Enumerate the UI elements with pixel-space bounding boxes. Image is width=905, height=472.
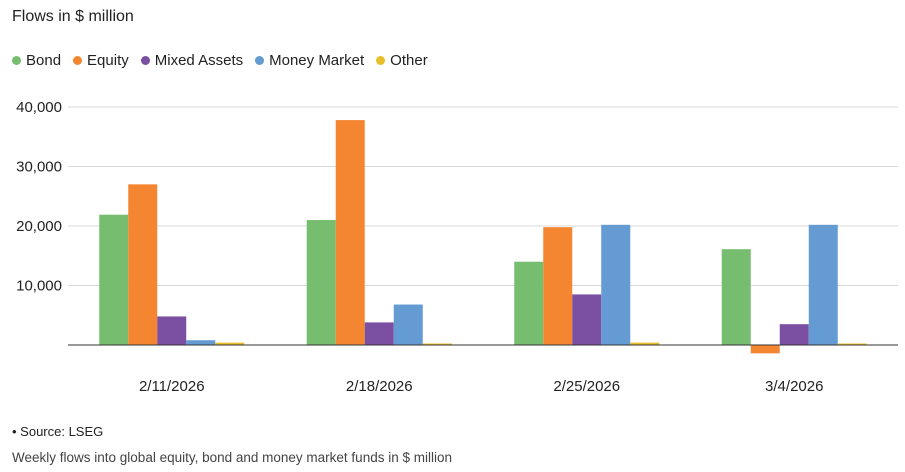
bar-chart: 10,000 20,000 30,000 40,000 2/11/2026 2/18/20…	[16, 99, 898, 395]
x-tick-label: 2/11/2026	[139, 378, 205, 395]
y-tick-label: 20,000	[16, 218, 62, 235]
bar-equity	[543, 227, 573, 345]
source-note: • Source: LSEG	[12, 424, 104, 439]
legend-swatch	[12, 56, 21, 65]
legend-item-equity: Equity	[73, 52, 129, 69]
bar-money-market	[186, 340, 216, 345]
bar-bond	[721, 249, 751, 345]
legend-label: Other	[390, 52, 428, 69]
legend-item-money-market: Money Market	[255, 52, 364, 69]
legend-swatch	[140, 56, 150, 65]
y-tick-label: 40,000	[16, 99, 62, 116]
bar-money-market	[808, 224, 838, 345]
bar-mixed-assets	[572, 294, 602, 345]
x-tick-label: 2/25/2026	[553, 378, 620, 395]
legend-swatch	[376, 56, 386, 65]
bar-equity	[750, 345, 780, 354]
x-tick-label: 2/18/2026	[346, 378, 413, 395]
bar-other	[422, 343, 452, 345]
bar-other	[837, 343, 867, 345]
legend-label: Money Market	[269, 52, 365, 69]
legend-swatch	[73, 56, 83, 65]
bar-equity	[335, 120, 365, 345]
x-tick-label: 3/4/2026	[765, 378, 823, 395]
chart-title: Flows in $ million	[12, 8, 134, 25]
legend-label: Equity	[87, 52, 129, 69]
chart-caption: Weekly flows into global equity, bond an…	[12, 450, 452, 465]
bar-mixed-assets	[779, 324, 809, 345]
bar-mixed-assets	[157, 316, 187, 345]
legend-swatch	[255, 56, 265, 65]
bar-bond	[306, 220, 336, 345]
bar-other	[630, 342, 660, 345]
bar-mixed-assets	[364, 322, 394, 345]
bar-bond	[99, 214, 129, 345]
bar-money-market	[393, 304, 423, 345]
legend-label: Mixed Assets	[154, 52, 244, 69]
bar-bond	[514, 261, 544, 345]
legend-item-bond: Bond	[12, 52, 61, 69]
bar-equity	[128, 184, 158, 345]
chart-legend: Bond Equity Mixed Assets Money Market Other	[12, 52, 440, 69]
legend-label: Bond	[26, 52, 62, 69]
bar-other	[215, 342, 245, 345]
bar-money-market	[601, 224, 631, 345]
y-tick-label: 30,000	[16, 159, 62, 176]
legend-item-other: Other	[376, 52, 428, 69]
legend-item-mixed-assets: Mixed Assets	[140, 52, 244, 69]
y-tick-label: 10,000	[16, 278, 62, 295]
